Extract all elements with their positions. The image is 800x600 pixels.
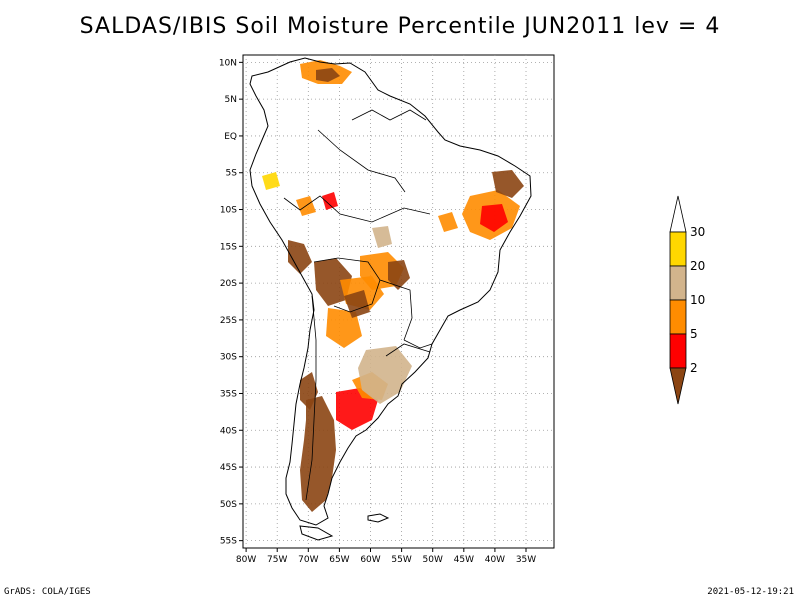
lat-tick-label: 50S xyxy=(220,500,237,510)
lon-tick-label: 55W xyxy=(391,555,411,565)
moisture-patch xyxy=(492,170,524,198)
footer-timestamp: 2021-05-12-19:21 xyxy=(707,587,794,597)
moisture-patch xyxy=(262,172,280,190)
colorbar-tick-label: 20 xyxy=(690,259,705,273)
lon-tick-label: 75W xyxy=(267,555,287,565)
lat-tick-label: 55S xyxy=(220,537,237,547)
falkland-islands-coastline xyxy=(367,513,390,523)
moisture-patch xyxy=(344,290,370,318)
tierra-del-fuego-coastline xyxy=(299,525,334,541)
lon-tick-label: 70W xyxy=(298,555,318,565)
colorbar-tick-label: 10 xyxy=(690,293,705,307)
colorbar-top-cap xyxy=(669,195,687,233)
moisture-patch xyxy=(316,68,340,82)
footer-credit: GrADS: COLA/IGES xyxy=(4,587,91,597)
coastline xyxy=(249,57,532,541)
moisture-patch xyxy=(326,308,362,348)
lat-tick-label: 40S xyxy=(220,426,237,436)
colorbar-segment xyxy=(669,299,687,335)
soil-moisture-patches xyxy=(262,60,524,512)
lat-tick-label: 30S xyxy=(220,353,237,363)
moisture-patch xyxy=(372,226,392,248)
lon-tick-label: 45W xyxy=(454,555,474,565)
moisture-patch xyxy=(300,372,318,410)
colorbar: 2 5 10 20 30 xyxy=(669,195,705,405)
lat-tick-label: 35S xyxy=(220,389,237,399)
moisture-patch xyxy=(388,260,410,290)
south-america-coastline xyxy=(249,57,532,526)
lat-tick-label: 15S xyxy=(220,242,237,252)
page-title: SALDAS/IBIS Soil Moisture Percentile JUN… xyxy=(79,14,721,39)
lat-tick-label: EQ xyxy=(224,132,237,142)
lon-tick-label: 60W xyxy=(360,555,380,565)
lat-tick-label: 45S xyxy=(220,463,237,473)
lat-tick-label: 5S xyxy=(226,169,238,179)
lat-tick-label: 10S xyxy=(220,206,237,216)
lat-tick-label: 25S xyxy=(220,316,237,326)
moisture-patch xyxy=(322,192,338,210)
moisture-patch xyxy=(300,396,336,512)
colorbar-segment xyxy=(669,333,687,369)
map-frame xyxy=(242,54,555,549)
lon-tick-label: 35W xyxy=(516,555,536,565)
lat-tick-label: 10N xyxy=(219,58,237,68)
moisture-patch xyxy=(438,212,458,232)
lon-tick-label: 65W xyxy=(329,555,349,565)
lat-tick-label: 5N xyxy=(225,95,237,105)
lon-tick-label: 40W xyxy=(485,555,505,565)
moisture-patch xyxy=(314,258,352,306)
latitude-tick-labels: 10N 5N EQ 5S 10S 15S 20S 25S 30S 35S 40S 45S 50S 55S xyxy=(219,58,243,547)
moisture-patch xyxy=(358,346,412,404)
colorbar-tick-label: 30 xyxy=(690,225,705,239)
moisture-patch xyxy=(288,240,312,274)
colorbar-tick-label: 2 xyxy=(690,361,698,375)
lat-tick-label: 20S xyxy=(220,279,237,289)
longitude-tick-labels: 80W 75W 70W 65W 60W 55W 50W 45W 40W 35W xyxy=(236,548,536,565)
country-borders xyxy=(283,109,433,501)
lon-tick-label: 50W xyxy=(423,555,443,565)
colorbar-bottom-cap xyxy=(669,367,687,405)
colorbar-segment xyxy=(669,265,687,301)
lon-tick-label: 80W xyxy=(236,555,256,565)
colorbar-tick-label: 5 xyxy=(690,327,698,341)
colorbar-segment xyxy=(669,231,687,267)
moisture-patch xyxy=(480,204,508,232)
